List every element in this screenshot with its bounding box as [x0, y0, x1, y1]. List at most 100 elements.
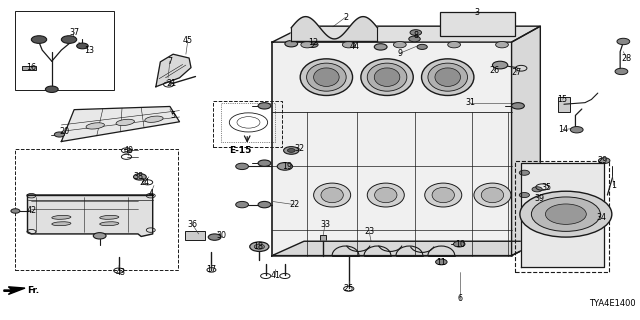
Circle shape — [250, 242, 269, 252]
Bar — [320, 235, 326, 243]
Circle shape — [45, 86, 58, 92]
Text: 19: 19 — [282, 162, 292, 171]
Ellipse shape — [321, 188, 343, 203]
Ellipse shape — [425, 183, 462, 207]
Bar — [184, 231, 205, 240]
Polygon shape — [511, 26, 540, 256]
Text: 33: 33 — [320, 220, 330, 229]
Text: 38: 38 — [133, 172, 143, 181]
Bar — [515, 161, 609, 272]
Circle shape — [285, 41, 298, 47]
Text: 45: 45 — [183, 36, 193, 45]
Circle shape — [208, 234, 221, 240]
Circle shape — [417, 44, 428, 50]
Circle shape — [77, 43, 88, 49]
Text: 18: 18 — [253, 242, 263, 251]
Bar — [15, 11, 114, 90]
Circle shape — [258, 160, 271, 166]
Ellipse shape — [435, 68, 461, 86]
Circle shape — [410, 30, 422, 36]
Polygon shape — [521, 163, 604, 267]
Ellipse shape — [307, 63, 346, 91]
Circle shape — [436, 259, 447, 265]
Text: 31: 31 — [465, 98, 475, 107]
Bar — [557, 97, 570, 112]
Circle shape — [454, 241, 465, 247]
Circle shape — [254, 244, 264, 249]
Text: 7: 7 — [168, 57, 173, 66]
Text: 29: 29 — [598, 156, 608, 164]
Text: 4: 4 — [148, 189, 153, 198]
Text: 37: 37 — [69, 28, 79, 37]
Circle shape — [519, 170, 529, 175]
Circle shape — [258, 201, 271, 208]
Polygon shape — [4, 287, 25, 294]
Text: 2: 2 — [343, 13, 348, 22]
Ellipse shape — [100, 215, 119, 219]
Circle shape — [374, 44, 387, 50]
Circle shape — [93, 233, 106, 239]
Text: 39: 39 — [534, 194, 544, 203]
Bar — [15, 149, 177, 270]
Text: 12: 12 — [308, 38, 319, 47]
Circle shape — [277, 163, 292, 170]
Text: 40: 40 — [124, 146, 133, 155]
Circle shape — [570, 126, 583, 133]
Circle shape — [598, 158, 610, 164]
Ellipse shape — [422, 59, 474, 95]
Text: 17: 17 — [206, 265, 216, 275]
Circle shape — [301, 42, 314, 48]
Text: E-15: E-15 — [229, 146, 252, 155]
Text: 6: 6 — [458, 294, 463, 303]
Ellipse shape — [314, 183, 351, 207]
Circle shape — [134, 174, 147, 180]
Circle shape — [11, 209, 20, 213]
Ellipse shape — [367, 63, 407, 91]
Text: 41: 41 — [270, 271, 280, 280]
Text: 28: 28 — [621, 53, 632, 62]
Ellipse shape — [300, 59, 353, 95]
Circle shape — [519, 193, 529, 197]
Polygon shape — [272, 42, 511, 256]
Ellipse shape — [116, 119, 134, 125]
Text: 35: 35 — [541, 183, 552, 192]
Polygon shape — [291, 17, 378, 41]
Text: 22: 22 — [289, 200, 300, 209]
Text: 15: 15 — [557, 95, 568, 104]
Ellipse shape — [374, 68, 400, 86]
Text: 9: 9 — [397, 49, 403, 58]
Circle shape — [615, 68, 628, 75]
Ellipse shape — [52, 215, 71, 219]
Circle shape — [258, 103, 271, 109]
Text: 5: 5 — [170, 111, 176, 120]
Text: 36: 36 — [188, 220, 197, 229]
Circle shape — [532, 187, 542, 192]
Ellipse shape — [432, 188, 454, 203]
Circle shape — [448, 42, 461, 48]
Ellipse shape — [374, 188, 397, 203]
Circle shape — [495, 42, 508, 48]
Ellipse shape — [314, 68, 339, 86]
Text: Fr.: Fr. — [28, 286, 40, 295]
Polygon shape — [272, 241, 540, 256]
Circle shape — [492, 61, 508, 69]
Text: 43: 43 — [116, 268, 125, 277]
Circle shape — [307, 42, 318, 48]
Circle shape — [342, 42, 355, 48]
Circle shape — [284, 147, 299, 154]
Text: 30: 30 — [216, 231, 226, 240]
Circle shape — [520, 191, 612, 237]
Circle shape — [54, 132, 65, 137]
Text: TYA4E1400: TYA4E1400 — [589, 299, 636, 308]
Text: 34: 34 — [596, 213, 606, 222]
Ellipse shape — [86, 123, 104, 129]
Circle shape — [531, 197, 600, 231]
Circle shape — [236, 163, 248, 170]
Ellipse shape — [428, 63, 467, 91]
Text: 32: 32 — [294, 144, 305, 153]
Text: 25: 25 — [344, 284, 354, 292]
Circle shape — [409, 36, 420, 42]
Bar — [440, 12, 515, 36]
Text: 16: 16 — [26, 63, 36, 72]
Ellipse shape — [145, 116, 163, 122]
